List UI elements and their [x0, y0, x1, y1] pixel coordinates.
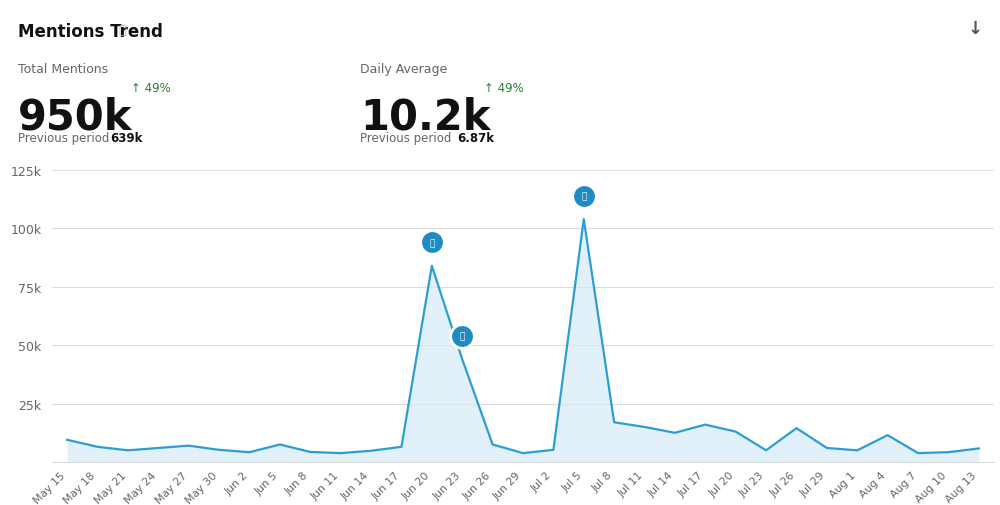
- Text: Mentions Trend: Mentions Trend: [18, 23, 163, 41]
- Text: Total Mentions: Total Mentions: [18, 63, 108, 76]
- Text: 950k: 950k: [18, 96, 132, 138]
- Text: 💡: 💡: [460, 332, 465, 341]
- Text: ↑ 49%: ↑ 49%: [484, 81, 524, 94]
- Text: ↓: ↓: [968, 20, 983, 38]
- Text: 6.87k: 6.87k: [457, 131, 494, 144]
- Text: ⓘ: ⓘ: [118, 24, 126, 37]
- Text: 💡: 💡: [581, 192, 586, 201]
- Text: 💡: 💡: [429, 238, 435, 247]
- Text: 639k: 639k: [110, 131, 142, 144]
- Text: Previous period: Previous period: [360, 131, 455, 144]
- Text: ↑ 49%: ↑ 49%: [131, 81, 171, 94]
- Text: Previous period: Previous period: [18, 131, 113, 144]
- Text: Daily Average: Daily Average: [360, 63, 447, 76]
- Text: 10.2k: 10.2k: [360, 96, 490, 138]
